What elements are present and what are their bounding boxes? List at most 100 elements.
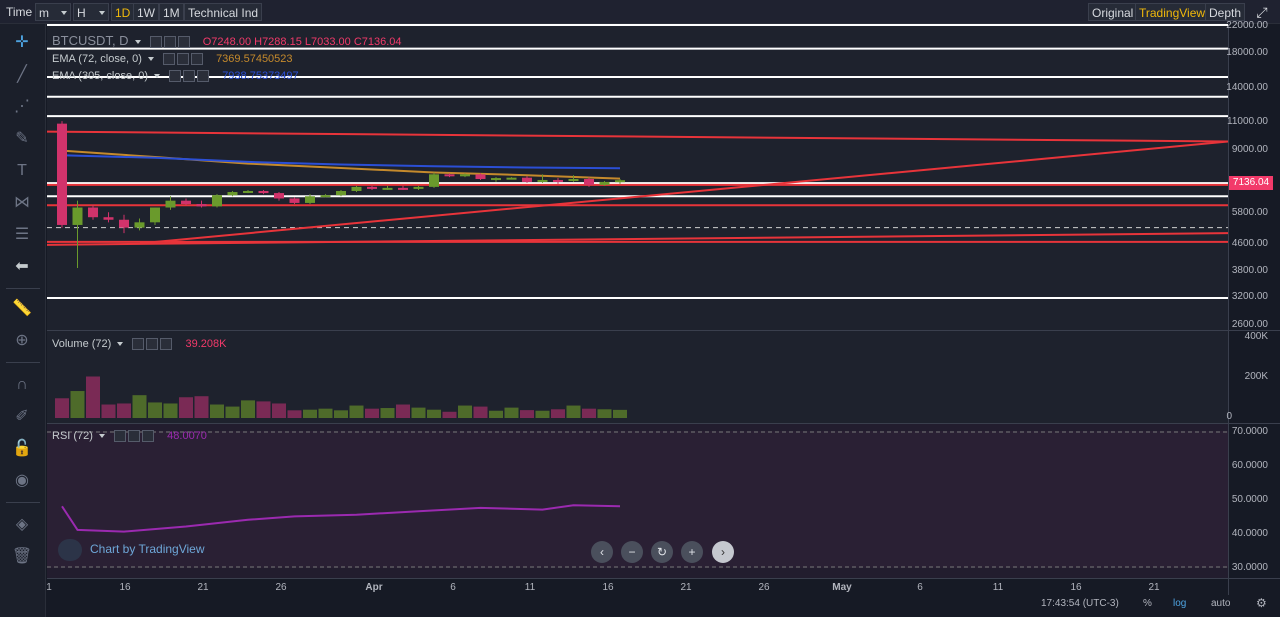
time-axis-label: 11 [992, 582, 1004, 593]
chevron-down-icon[interactable] [134, 39, 141, 44]
candle-body [57, 123, 67, 225]
close-icon[interactable] [177, 36, 190, 49]
time-axis-label: 1 [46, 582, 52, 593]
text-tool-icon[interactable]: T [17, 162, 27, 179]
price-axis-label: 3800.00 [1231, 265, 1268, 276]
ruler-icon[interactable]: 📏 [12, 300, 32, 317]
trash-icon[interactable]: 🗑 [11, 548, 33, 565]
close-icon[interactable] [142, 430, 155, 443]
volume-bar [349, 405, 364, 418]
time-axis-label: 6 [917, 582, 923, 593]
hide-icon[interactable] [128, 430, 141, 443]
tradingview-watermark[interactable]: Chart by TradingView [58, 538, 205, 561]
log-toggle[interactable]: log [1173, 598, 1187, 609]
hour-select[interactable]: H [73, 3, 109, 21]
price-axis-label: 5800.00 [1231, 207, 1268, 218]
drawing-toolbar: ✛ ╱ ⋰ ✎ T ⋈ ☰ ⬅ 📏 ⊕ ∩ ✐ 🔓 ◉ ◈ 🗑 [0, 24, 46, 617]
layers-icon[interactable]: ◈ [15, 516, 29, 533]
forecast-icon[interactable]: ☰ [14, 226, 30, 243]
volume-bar [535, 410, 550, 418]
volume-bar [520, 410, 534, 418]
ema72-value: 7369.57450523 [216, 53, 293, 65]
magnet-icon[interactable]: ∩ [16, 376, 28, 393]
scroll-right-button[interactable]: › [712, 541, 734, 563]
chevron-down-icon[interactable] [99, 433, 106, 438]
fib-tool-icon[interactable]: ⋰ [14, 98, 30, 115]
settings-icon[interactable] [163, 53, 175, 66]
brush-icon[interactable]: ✎ [15, 130, 29, 147]
crosshair-icon[interactable]: ✛ [15, 34, 29, 51]
close-icon[interactable] [191, 53, 203, 66]
reset-chart-button[interactable]: ↻ [651, 541, 673, 563]
volume-legend: Volume (72) 39.208K [52, 337, 226, 351]
interval-1d[interactable]: 1D [111, 3, 135, 21]
fullscreen-icon[interactable]: ⤢ [1256, 4, 1268, 20]
view-depth[interactable]: Depth [1205, 3, 1246, 21]
price-axis-label: 22000.00 [1226, 20, 1268, 31]
candle-body [444, 174, 455, 177]
lock-icon[interactable]: 🔓 [12, 440, 32, 457]
volume-bar [117, 403, 131, 418]
candle-body [258, 190, 269, 194]
hide-icon[interactable] [163, 36, 176, 49]
volume-bar [365, 408, 379, 418]
technical-indicators-button[interactable]: Technical Ind [184, 3, 263, 21]
time-label[interactable]: Time [6, 5, 33, 19]
hide-icon[interactable] [146, 338, 159, 351]
volume-bar [241, 400, 255, 418]
chevron-down-icon[interactable] [147, 56, 154, 61]
close-icon[interactable] [197, 70, 210, 83]
volume-bar [473, 406, 488, 418]
percent-toggle[interactable]: % [1143, 598, 1152, 609]
minute-select[interactable]: m [35, 3, 71, 21]
chevron-down-icon[interactable] [117, 341, 124, 346]
stay-in-drawing-icon[interactable]: ✐ [15, 408, 29, 425]
interval-1m[interactable]: 1M [159, 3, 184, 21]
time-axis-label: 26 [275, 582, 287, 593]
candle-body [553, 179, 563, 182]
eye-icon[interactable]: ◉ [15, 472, 29, 489]
volume-bar [504, 407, 519, 418]
interval-1w[interactable]: 1W [133, 3, 159, 21]
candle-body [243, 190, 253, 193]
hide-icon[interactable] [177, 53, 189, 66]
volume-bar [458, 405, 472, 418]
ema72-name: EMA (72, close, 0) [52, 53, 142, 65]
candle-body [196, 204, 207, 207]
time-axis-label: Apr [365, 582, 383, 593]
ema305-line [61, 154, 621, 170]
candle-body [103, 217, 114, 220]
candle-body [429, 174, 439, 187]
view-original[interactable]: Original [1088, 3, 1138, 21]
settings-icon[interactable] [132, 338, 145, 351]
zoom-out-button[interactable]: − [621, 541, 643, 563]
auto-toggle[interactable]: auto [1211, 598, 1231, 609]
ema305-value: 7938.75373497 [222, 70, 299, 82]
settings-icon[interactable] [149, 36, 162, 49]
settings-gear-icon[interactable]: ⚙ [1256, 596, 1267, 610]
volume-bar [303, 409, 317, 418]
candle-body [491, 178, 501, 181]
scroll-left-button[interactable]: ‹ [591, 541, 613, 563]
volume-bar [210, 404, 224, 418]
rsi-name: RSI (72) [52, 430, 93, 442]
time-axis-label: 21 [197, 582, 209, 593]
symbol-legend: BTCUSDT, D O7248.00 H7288.15 L7033.00 C7… [52, 34, 402, 49]
zoom-in-icon[interactable]: ⊕ [15, 332, 29, 349]
candle-body [537, 179, 548, 182]
candle-body [351, 186, 362, 191]
trendline-icon[interactable]: ╱ [17, 66, 27, 83]
settings-icon[interactable] [169, 70, 182, 83]
pattern-icon[interactable]: ⋈ [14, 194, 30, 211]
back-arrow-icon[interactable]: ⬅ [15, 258, 29, 275]
toolbar-divider [6, 288, 40, 289]
chevron-down-icon[interactable] [154, 73, 161, 78]
zoom-in-button[interactable]: + [681, 541, 703, 563]
close-icon[interactable] [160, 338, 173, 351]
price-pane [47, 24, 1228, 330]
settings-icon[interactable] [114, 430, 127, 443]
time-axis-label: May [832, 582, 852, 593]
volume-bar [318, 408, 333, 418]
hide-icon[interactable] [183, 70, 196, 83]
